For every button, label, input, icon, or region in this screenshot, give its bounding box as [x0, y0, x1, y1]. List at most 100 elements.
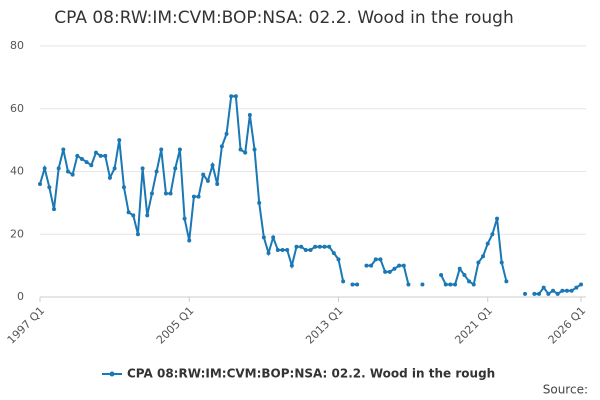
marker [369, 263, 374, 268]
line [366, 258, 410, 285]
marker [252, 147, 257, 152]
marker [47, 185, 52, 190]
marker [159, 147, 164, 152]
marker [266, 251, 271, 256]
marker [93, 150, 98, 155]
marker [42, 166, 47, 171]
marker [327, 244, 332, 249]
marker [401, 263, 406, 268]
marker [70, 172, 75, 177]
marker [173, 166, 178, 171]
marker [453, 282, 458, 287]
marker [341, 279, 346, 284]
source: Source: [543, 383, 588, 397]
marker [243, 150, 248, 155]
legend-marker [109, 371, 115, 377]
marker [275, 247, 280, 252]
marker [257, 200, 262, 205]
marker [215, 182, 220, 187]
marker [75, 153, 80, 158]
marker [61, 147, 66, 152]
line [440, 218, 508, 287]
x-tick-label: 2005 Q1 [154, 304, 197, 347]
marker [294, 244, 299, 249]
marker [551, 288, 556, 293]
y-tick-label: 20 [10, 227, 24, 240]
marker [355, 282, 360, 287]
marker [555, 291, 560, 296]
marker [317, 244, 322, 249]
marker [168, 191, 173, 196]
marker [495, 216, 500, 221]
y-tick-label: 40 [10, 165, 24, 178]
marker [285, 247, 290, 252]
x-tick-label: 2021 Q1 [452, 304, 495, 347]
marker [51, 207, 56, 212]
marker [135, 232, 140, 237]
marker [471, 282, 476, 287]
marker [117, 138, 122, 143]
marker [378, 257, 383, 262]
y-tick-label: 80 [10, 39, 24, 52]
marker [154, 169, 159, 174]
marker [392, 266, 397, 271]
marker [322, 244, 327, 249]
marker [177, 147, 182, 152]
marker [383, 269, 388, 274]
marker [229, 94, 234, 99]
marker [247, 113, 252, 118]
marker [140, 166, 145, 171]
marker [467, 279, 472, 284]
marker [541, 285, 546, 290]
marker [303, 247, 308, 252]
marker [485, 241, 490, 246]
marker [182, 216, 187, 221]
marker [261, 235, 266, 240]
marker [126, 210, 131, 215]
marker [397, 263, 402, 268]
marker [574, 285, 579, 290]
marker [187, 238, 192, 243]
marker [299, 244, 304, 249]
legend-label: CPA 08:RW:IM:CVM:BOP:NSA: 02.2. Wood in … [127, 367, 495, 381]
marker [163, 191, 168, 196]
marker [481, 254, 486, 259]
marker [38, 182, 42, 187]
marker [448, 282, 453, 287]
marker [289, 263, 294, 268]
marker [373, 257, 378, 262]
marker [560, 288, 565, 293]
marker [313, 244, 318, 249]
x-tick-label: 2026 Q1 [546, 304, 589, 347]
marker [546, 291, 551, 296]
marker [532, 291, 537, 296]
x-tick-label: 1997 Q1 [5, 304, 48, 347]
marker [98, 153, 103, 158]
marker [476, 260, 481, 265]
marker [457, 266, 462, 271]
marker [420, 282, 425, 287]
marker [499, 260, 504, 265]
marker [205, 178, 210, 183]
marker [537, 291, 542, 296]
marker [238, 147, 243, 152]
marker [219, 144, 224, 149]
marker [271, 235, 276, 240]
marker [490, 232, 495, 237]
marker [89, 163, 94, 168]
marker [149, 191, 154, 196]
line [39, 95, 345, 282]
marker [406, 282, 411, 287]
marker [131, 213, 136, 218]
marker [233, 94, 238, 99]
marker [443, 282, 448, 287]
marker [103, 153, 108, 158]
marker [569, 288, 574, 293]
marker [56, 166, 61, 171]
marker [65, 169, 70, 174]
marker [523, 291, 528, 296]
marker [210, 163, 215, 168]
marker [280, 247, 285, 252]
marker [107, 175, 112, 180]
